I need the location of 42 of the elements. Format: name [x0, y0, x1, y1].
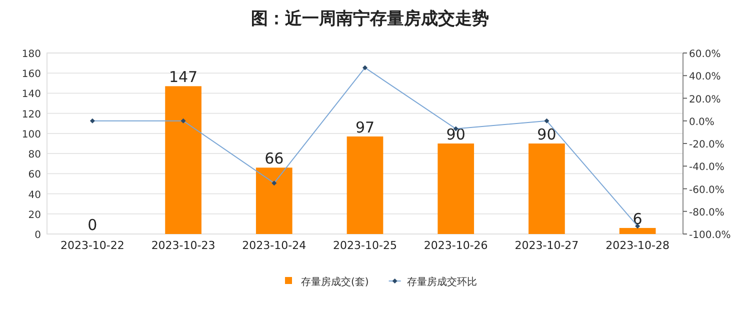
- x-tick-label: 2023-10-27: [514, 239, 579, 252]
- data-label: 6: [632, 210, 642, 228]
- legend-label: 存量房成交环比: [406, 276, 477, 288]
- x-tick-label: 2023-10-26: [424, 239, 488, 252]
- bar: [165, 86, 202, 234]
- data-label: 0: [88, 216, 98, 234]
- x-tick-label: 2023-10-24: [242, 239, 306, 252]
- data-label: 66: [264, 150, 284, 168]
- y2-tick-label: -100.0%: [689, 230, 731, 241]
- data-label: 90: [537, 126, 556, 144]
- y-tick-label: 20: [28, 210, 41, 221]
- x-tick-label: 2023-10-22: [60, 239, 124, 252]
- y2-tick-label: -60.0%: [689, 184, 724, 196]
- bar: [346, 136, 384, 234]
- data-label: 147: [168, 68, 198, 86]
- y-tick-label: 60: [28, 170, 41, 181]
- y2-tick-label: 60.0%: [689, 49, 721, 60]
- y2-tick-label: 40.0%: [689, 72, 721, 83]
- x-tick-label: 2023-10-28: [606, 239, 670, 252]
- bar: [438, 144, 474, 234]
- x-tick-label: 2023-10-23: [151, 239, 216, 252]
- y-tick-label: 120: [22, 109, 41, 120]
- x-tick-label: 2023-10-25: [333, 239, 397, 252]
- y-tick-label: 160: [22, 69, 41, 80]
- chart-title: 图：近一周南宁存量房成交走势: [251, 9, 489, 29]
- data-label: 90: [446, 126, 466, 144]
- bar: [619, 228, 656, 234]
- y-tick-label: 140: [22, 89, 41, 100]
- y-tick-label: 40: [28, 190, 41, 201]
- y-tick-label: 100: [22, 129, 41, 140]
- y-tick-label: 80: [28, 150, 41, 161]
- y-tick-label: 180: [22, 49, 41, 60]
- data-label: 97: [355, 118, 375, 136]
- y-tick-label: 0: [34, 230, 41, 241]
- y2-tick-label: 0.0%: [689, 116, 714, 128]
- y2-tick-label: -20.0%: [689, 140, 724, 150]
- bar: [256, 168, 292, 234]
- y2-tick-label: -40.0%: [689, 162, 724, 174]
- bar: [528, 144, 565, 234]
- legend-label: 存量房成交(套): [301, 276, 369, 288]
- y2-tick-label: -80.0%: [689, 207, 724, 218]
- y2-tick-label: 20.0%: [689, 94, 721, 106]
